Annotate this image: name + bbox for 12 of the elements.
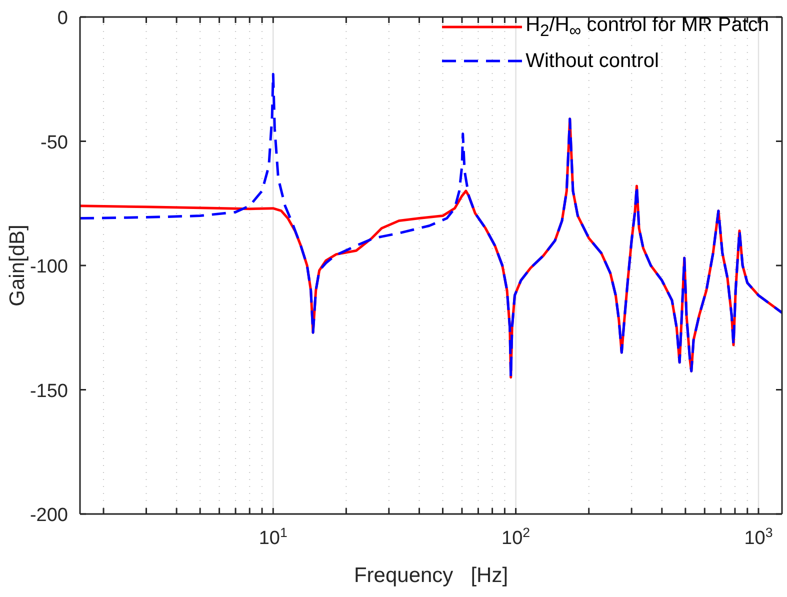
y-tick-label: -100 [30,256,68,278]
y-axis-title: Gain[dB] [6,224,29,306]
x-tick-label: 10$^{2}$ [502,524,530,549]
x-axis-title: Frequency [Hz] [354,564,508,587]
x-tick-label: 10$^{1}$ [258,524,288,549]
x-tick-label: 10$^{3}$ [744,524,773,549]
legend-label: H$_{2}$/H$_{∞}$ control for MR Patch [526,14,769,40]
y-tick-label: 0 [57,8,68,29]
y-tick-label: -50 [40,132,68,154]
legend-label: Without control [526,50,659,72]
y-tick-label: -150 [30,380,68,402]
y-tick-label: -200 [30,505,68,526]
